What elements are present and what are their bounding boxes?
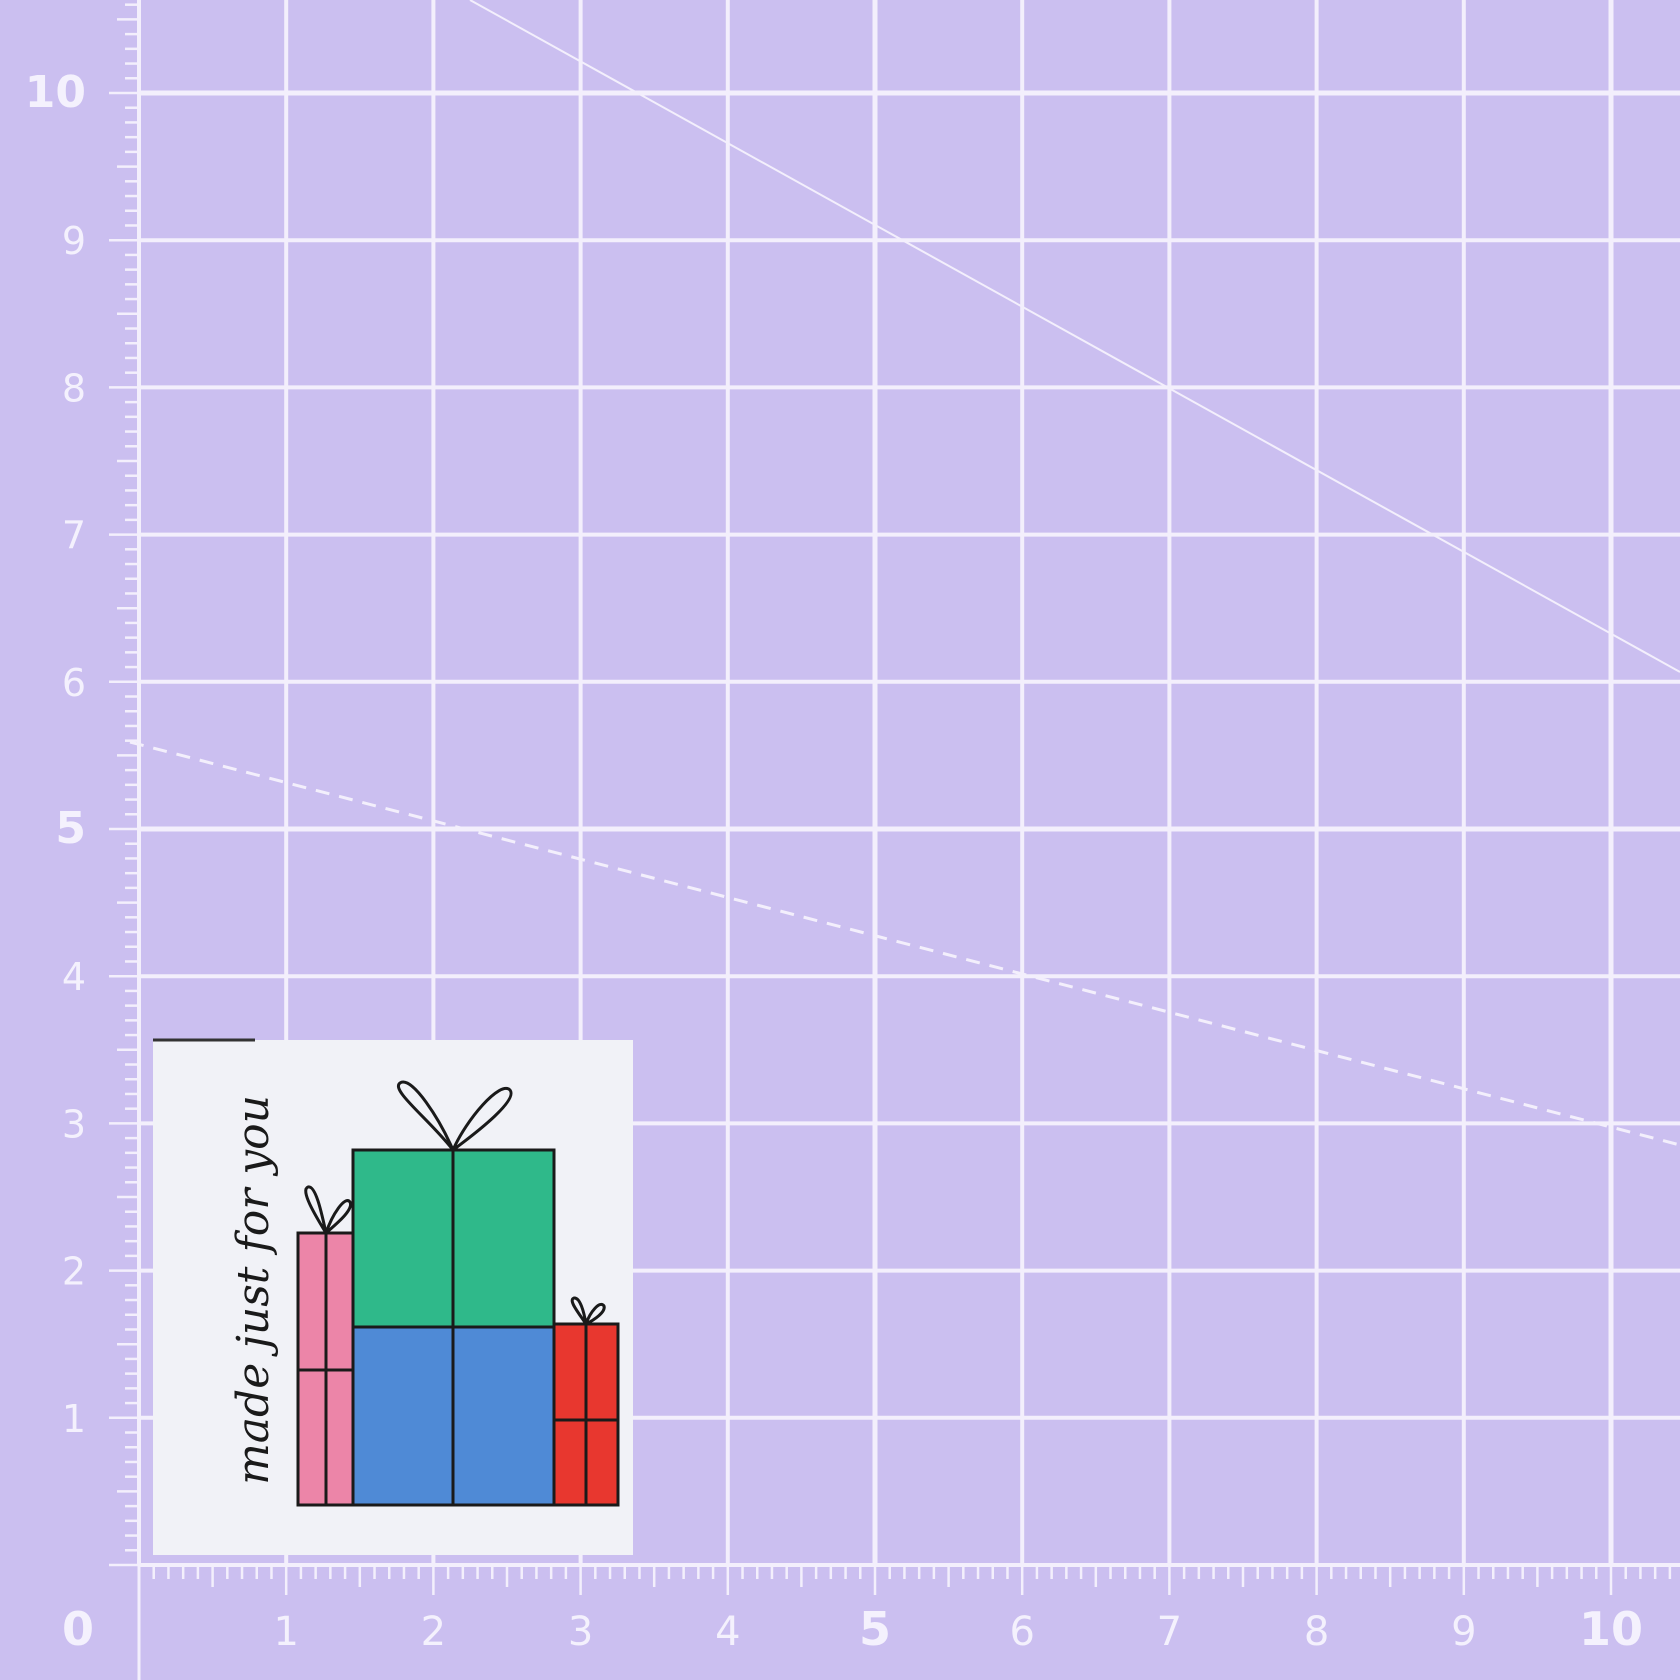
- vertical-scale-label: 8: [62, 366, 86, 410]
- diagonal-dashed-line: [129, 740, 1680, 1147]
- horizontal-scale-label: 1: [273, 1609, 298, 1655]
- horizontal-scale-label: 2: [421, 1609, 446, 1655]
- vertical-scale-label: 1: [62, 1397, 86, 1441]
- ruler-ticks: [109, 0, 1672, 1680]
- vertical-scale-label: 9: [62, 219, 86, 263]
- horizontal-scale-label: 9: [1451, 1609, 1476, 1655]
- horizontal-scale-label: 7: [1157, 1609, 1182, 1655]
- vertical-scale-labels: 1 2 3 4 5 6 7 8 9 10: [25, 67, 86, 1441]
- horizontal-scale-label: 6: [1009, 1609, 1034, 1655]
- horizontal-scale-label: 8: [1304, 1609, 1329, 1655]
- vertical-scale-label: 10: [25, 67, 86, 118]
- vertical-scale-label: 4: [62, 955, 86, 999]
- bow-pink-icon: [304, 1185, 352, 1239]
- woven-label: made just for you: [153, 1038, 633, 1555]
- horizontal-scale-labels: 0 1 2 3 4 5 6 7 8 9 10: [62, 1602, 1643, 1656]
- mat-grid: [137, 0, 1680, 1567]
- label-text: made just for you: [228, 1095, 279, 1485]
- horizontal-scale-label: 4: [715, 1609, 740, 1655]
- horizontal-scale-label: 3: [568, 1609, 593, 1655]
- horizontal-scale-label: 0: [62, 1602, 94, 1656]
- vertical-scale-label: 2: [62, 1250, 86, 1294]
- diagonal-solid-line: [469, 0, 1680, 673]
- vertical-scale-label: 6: [62, 661, 86, 705]
- bow-red-icon: [570, 1296, 606, 1326]
- horizontal-scale-label: 10: [1579, 1602, 1643, 1656]
- bow-big-icon: [396, 1080, 513, 1154]
- vertical-scale-label: 3: [62, 1102, 86, 1146]
- vertical-scale-label: 7: [62, 514, 86, 558]
- vertical-scale-label: 5: [55, 803, 86, 854]
- horizontal-scale-label: 5: [859, 1602, 891, 1656]
